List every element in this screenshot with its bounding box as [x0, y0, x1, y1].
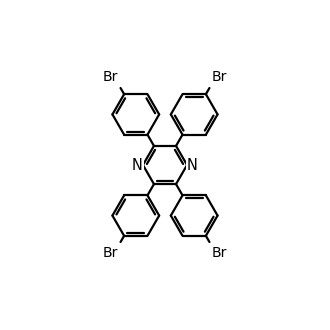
Text: N: N	[187, 157, 198, 173]
Text: Br: Br	[103, 70, 118, 83]
Text: Br: Br	[212, 247, 227, 260]
Text: Br: Br	[212, 70, 227, 83]
Text: Br: Br	[103, 247, 118, 260]
Text: N: N	[132, 157, 143, 173]
